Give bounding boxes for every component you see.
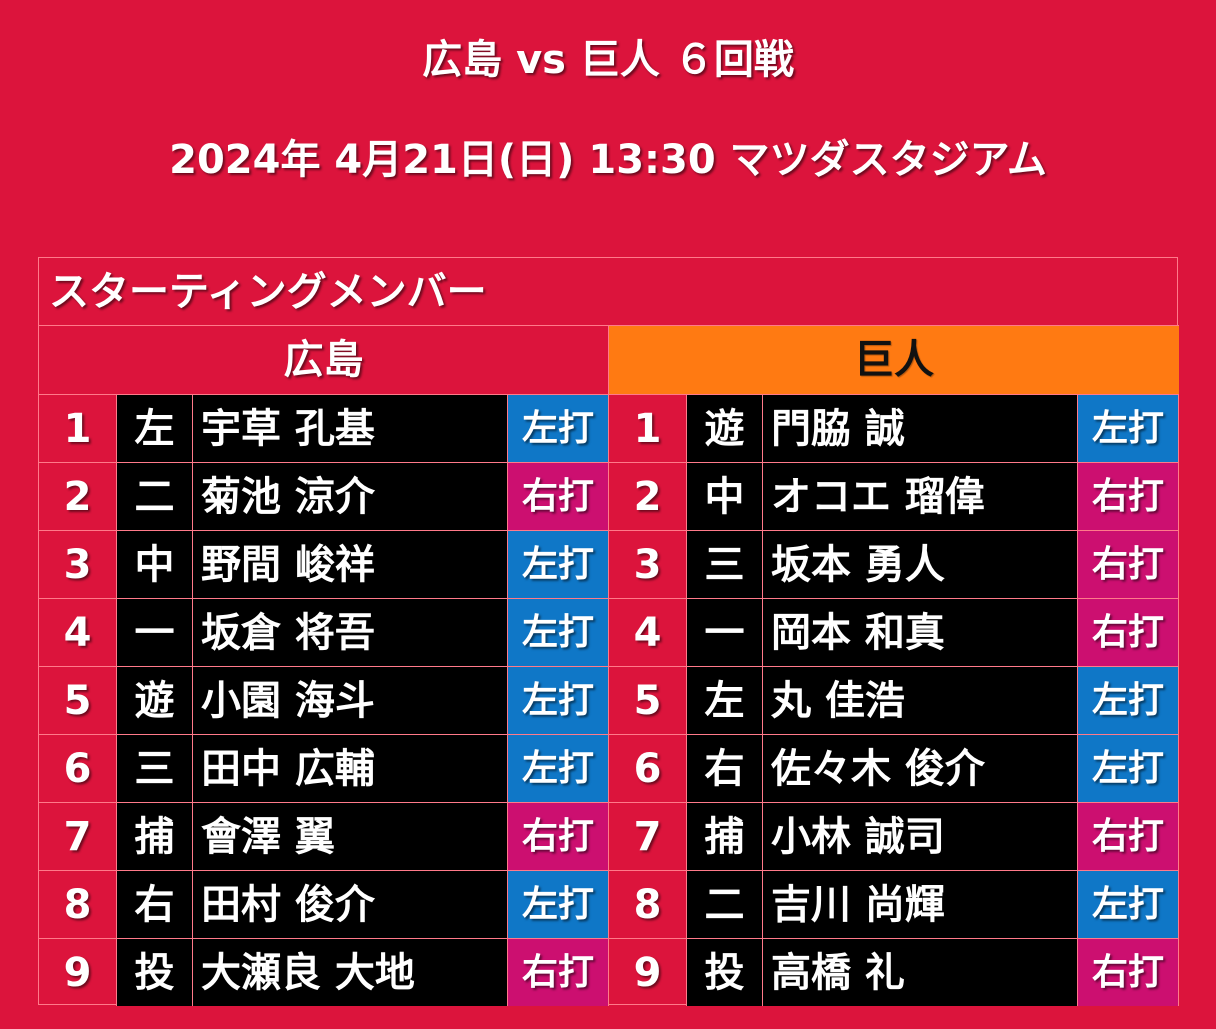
batting-side-badge: 右打: [508, 802, 609, 870]
player-name: 坂本 勇人: [763, 530, 1078, 598]
home-lineup-row: 7 捕會澤 翼右打: [39, 802, 609, 870]
position: 二: [687, 870, 763, 938]
player-name: 小林 誠司: [763, 802, 1078, 870]
batting-side-badge: 左打: [1078, 666, 1179, 734]
batting-side-badge: 左打: [508, 530, 609, 598]
batting-order: 3: [39, 530, 117, 598]
player-name: 宇草 孔基: [193, 394, 508, 462]
away-lineup-row: 8 二吉川 尚輝 左打: [609, 870, 1179, 938]
batting-side-badge: 左打: [508, 734, 609, 802]
batting-order: 8: [609, 870, 687, 938]
player-name: 坂倉 将吾: [193, 598, 508, 666]
home-lineup-row: 6 三田中 広輔 左打: [39, 734, 609, 802]
home-lineup-row: 9 投大瀬良 大地 右打: [39, 938, 609, 1006]
player-name: 田中 広輔: [193, 734, 508, 802]
player-name: 大瀬良 大地: [193, 938, 508, 1006]
position: 中: [687, 462, 763, 530]
away-lineup-row: 3 三坂本 勇人 右打: [609, 530, 1179, 598]
batting-order: 2: [609, 462, 687, 530]
batting-side-badge: 左打: [508, 870, 609, 938]
home-lineup-row: 3 中野間 峻祥 左打: [39, 530, 609, 598]
player-name: 門脇 誠: [763, 394, 1078, 462]
home-lineup-row: 8 右田村 俊介 左打: [39, 870, 609, 938]
away-lineup-row: 2 中オコエ 瑠偉 右打: [609, 462, 1179, 530]
batting-order: 9: [609, 938, 687, 1006]
batting-side-badge: 右打: [1078, 938, 1179, 1006]
batting-order: 7: [39, 802, 117, 870]
position: 一: [117, 598, 193, 666]
home-lineup-row: 1 左宇草 孔基 左打: [39, 394, 609, 462]
player-name: 野間 峻祥: [193, 530, 508, 598]
position: 二: [117, 462, 193, 530]
batting-order: 4: [39, 598, 117, 666]
position: 三: [687, 530, 763, 598]
batting-order: 5: [609, 666, 687, 734]
home-lineup-row: 2 二菊池 涼介 右打: [39, 462, 609, 530]
position: 右: [117, 870, 193, 938]
batting-order: 3: [609, 530, 687, 598]
batting-order: 4: [609, 598, 687, 666]
batting-side-badge: 右打: [1078, 462, 1179, 530]
page-title: 広島 vs 巨人 ６回戦: [422, 37, 794, 83]
position: 捕: [117, 802, 193, 870]
batting-side-badge: 左打: [508, 394, 609, 462]
away-lineup-row: 6 右佐々木 俊介 左打: [609, 734, 1179, 802]
batting-order: 6: [39, 734, 117, 802]
batting-side-badge: 右打: [1078, 598, 1179, 666]
batting-order: 5: [39, 666, 117, 734]
away-lineup-row: 9 投高橋 礼右打: [609, 938, 1179, 1006]
player-name: 菊池 涼介: [193, 462, 508, 530]
position: 一: [687, 598, 763, 666]
position: 左: [687, 666, 763, 734]
player-name: 高橋 礼: [763, 938, 1078, 1006]
game-info: 2024年 4月21日(日) 13:30 マツダスタジアム: [169, 137, 1047, 183]
batting-order: 9: [39, 938, 117, 1006]
batting-order: 1: [39, 394, 117, 462]
player-name: 丸 佳浩: [763, 666, 1078, 734]
player-name: 小園 海斗: [193, 666, 508, 734]
batting-side-badge: 右打: [1078, 802, 1179, 870]
batting-side-badge: 左打: [1078, 734, 1179, 802]
position: 三: [117, 734, 193, 802]
lineup-title: スターティングメンバー: [39, 258, 1179, 326]
position: 遊: [687, 394, 763, 462]
position: 右: [687, 734, 763, 802]
batting-side-badge: 左打: [508, 666, 609, 734]
position: 左: [117, 394, 193, 462]
batting-order: 8: [39, 870, 117, 938]
batting-order: 2: [39, 462, 117, 530]
away-lineup-row: 7 捕小林 誠司 右打: [609, 802, 1179, 870]
batting-side-badge: 左打: [508, 598, 609, 666]
batting-side-badge: 右打: [508, 938, 609, 1006]
batting-order: 7: [609, 802, 687, 870]
player-name: 田村 俊介: [193, 870, 508, 938]
batting-side-badge: 左打: [1078, 394, 1179, 462]
home-team-header: 広島: [39, 326, 609, 394]
player-name: 佐々木 俊介: [763, 734, 1078, 802]
batting-side-badge: 右打: [508, 462, 609, 530]
home-lineup-row: 4 一坂倉 将吾 左打: [39, 598, 609, 666]
away-team-header: 巨人: [609, 326, 1179, 394]
away-lineup-row: 4 一岡本 和真 右打: [609, 598, 1179, 666]
player-name: 吉川 尚輝: [763, 870, 1078, 938]
batting-side-badge: 右打: [1078, 530, 1179, 598]
batting-order: 6: [609, 734, 687, 802]
player-name: 會澤 翼: [193, 802, 508, 870]
batting-order: 1: [609, 394, 687, 462]
lineup-panel: スターティングメンバー 広島 巨人 1 左宇草 孔基 左打 2 二菊池 涼介 右打 3 中野間…: [38, 257, 1179, 1006]
player-name: 岡本 和真: [763, 598, 1078, 666]
player-name: オコエ 瑠偉: [763, 462, 1078, 530]
position: 投: [687, 938, 763, 1006]
away-lineup-row: 1 遊門脇 誠左打: [609, 394, 1179, 462]
position: 中: [117, 530, 193, 598]
position: 遊: [117, 666, 193, 734]
batting-side-badge: 左打: [1078, 870, 1179, 938]
home-lineup-row: 5 遊小園 海斗 左打: [39, 666, 609, 734]
position: 捕: [687, 802, 763, 870]
position: 投: [117, 938, 193, 1006]
